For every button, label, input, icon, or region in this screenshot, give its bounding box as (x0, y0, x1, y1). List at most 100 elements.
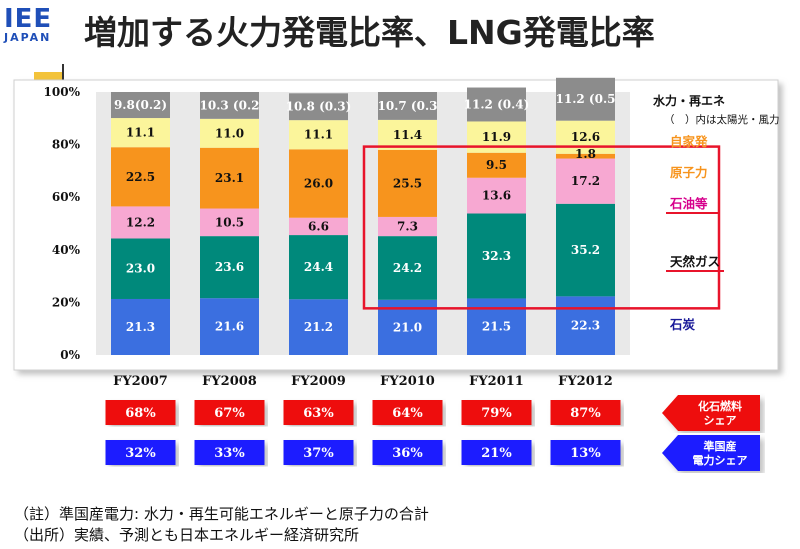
fossil-share-box (461, 400, 532, 425)
domestic-share-value: 21% (481, 446, 512, 461)
bar-segment (200, 208, 259, 237)
bar-segment (467, 213, 526, 299)
fossil-share-box (372, 400, 443, 425)
fossil-share-value: 67% (214, 406, 245, 421)
fossil-share-box (283, 400, 354, 425)
data-label: 21.2 (304, 320, 333, 334)
bar-segment (378, 236, 437, 300)
data-label: 26.0 (304, 177, 333, 191)
data-label: 10.7 (0.3 (378, 99, 438, 113)
decor-line (62, 64, 64, 80)
y-tick-label: 100% (44, 85, 81, 99)
fossil-share-arrow-tag (662, 395, 760, 431)
fossil-share-value: 64% (392, 406, 423, 421)
fossil-share-value: 63% (303, 406, 334, 421)
bar-segment (200, 147, 259, 209)
data-label: 1.8 (575, 147, 596, 161)
data-label: 10.5 (215, 215, 244, 229)
bar-segment (467, 177, 526, 214)
axis-layer: 0% 20% 40% 60% 80% 100% FY2007 FY2008 FY2009 FY20… (44, 85, 613, 389)
x-tick-label: FY2009 (291, 374, 346, 389)
domestic-share-tag-line2: 電力シェア (693, 453, 748, 467)
legend-hydro-renewables: 水力・再エネ (653, 93, 725, 108)
bar-segment (289, 299, 348, 355)
bar-segment (378, 149, 437, 217)
data-label: 17.2 (571, 174, 600, 188)
domestic-share-arrow-tag (662, 435, 760, 471)
legend-natural-gas: 天然ガス (670, 254, 720, 269)
x-tick-label: FY2010 (380, 374, 435, 389)
fossil-share-value: 87% (570, 406, 601, 421)
fossil-share-box (194, 400, 265, 425)
legend-note-solar-wind: （ ）内は太陽光・風力 (664, 113, 780, 126)
bar-segment (111, 92, 170, 119)
domestic-share-box (550, 440, 621, 465)
bar-segment (556, 120, 615, 154)
logo-subtext: JAPAN (4, 31, 52, 44)
legend-self-generation: 自家発 (670, 134, 708, 149)
bar-segment (289, 120, 348, 150)
bar-segment (200, 236, 259, 299)
data-label: 9.8(0.2) (114, 98, 167, 112)
logo-text: IEE (4, 4, 53, 34)
domestic-share-value: 36% (392, 446, 423, 461)
segment-labels-layer: 21.3 23.0 12.2 22.5 11.1 9.8(0.2) 21.6 23.6 10.5… (114, 92, 616, 334)
data-label: 23.0 (126, 262, 155, 276)
data-label: 21.5 (482, 320, 511, 334)
data-label: 9.5 (486, 158, 507, 172)
legend-coal: 石炭 (669, 317, 696, 332)
bar-segment (556, 153, 615, 159)
bar-segment (200, 118, 259, 148)
data-label: 24.2 (393, 261, 422, 275)
data-label: 7.3 (397, 220, 418, 234)
data-label: 10.3 (0.2 (200, 98, 260, 112)
domestic-share-box (461, 440, 532, 465)
legend-nuclear: 原子力 (670, 165, 708, 180)
data-label: 24.4 (304, 260, 333, 274)
data-label: 12.2 (126, 215, 155, 229)
data-label: 22.5 (126, 170, 155, 184)
domestic-share-box (105, 440, 176, 465)
bar-segment (200, 92, 259, 119)
bar-segment (378, 216, 437, 237)
domestic-share-value: 13% (570, 446, 601, 461)
bar-segment (556, 296, 615, 355)
bars-layer (111, 77, 615, 355)
bar-segment (467, 87, 526, 122)
bar-segment (111, 238, 170, 299)
y-tick-label: 60% (52, 190, 81, 204)
domestic-share-value: 33% (214, 446, 245, 461)
x-tick-label: FY2011 (469, 374, 524, 389)
fossil-share-box (105, 400, 176, 425)
bar-segment (200, 298, 259, 355)
legend-underline (666, 212, 720, 214)
bar-segment (289, 217, 348, 236)
domestic-share-box (194, 440, 265, 465)
data-label: 32.3 (482, 249, 511, 263)
legend-underline (666, 270, 724, 272)
fossil-share-value: 79% (481, 406, 512, 421)
data-label: 11.1 (304, 128, 333, 142)
bar-segment (289, 149, 348, 218)
y-tick-label: 80% (52, 138, 81, 152)
domestic-share-box (283, 440, 354, 465)
data-label: 11.0 (215, 126, 244, 140)
highlight-box (362, 145, 721, 310)
bar-segment (378, 119, 437, 150)
data-label: 11.4 (393, 128, 422, 142)
data-label: 11.2 (0.5 (556, 92, 616, 106)
fossil-share-value: 68% (125, 406, 156, 421)
data-label: 11.1 (126, 126, 155, 140)
y-tick-label: 40% (52, 243, 81, 257)
y-tick-label: 0% (60, 348, 80, 362)
x-tick-label: FY2007 (113, 374, 168, 389)
data-label: 23.6 (215, 260, 244, 274)
domestic-share-tag-line1: 準国産 (704, 439, 737, 453)
fossil-share-tag-line1: 化石燃料 (698, 399, 742, 413)
fossil-share-tag-line2: シェア (704, 414, 737, 427)
bar-segment (556, 158, 615, 204)
fossil-share-box (550, 400, 621, 425)
bar-segment (467, 152, 526, 178)
data-label: 21.3 (126, 320, 155, 334)
